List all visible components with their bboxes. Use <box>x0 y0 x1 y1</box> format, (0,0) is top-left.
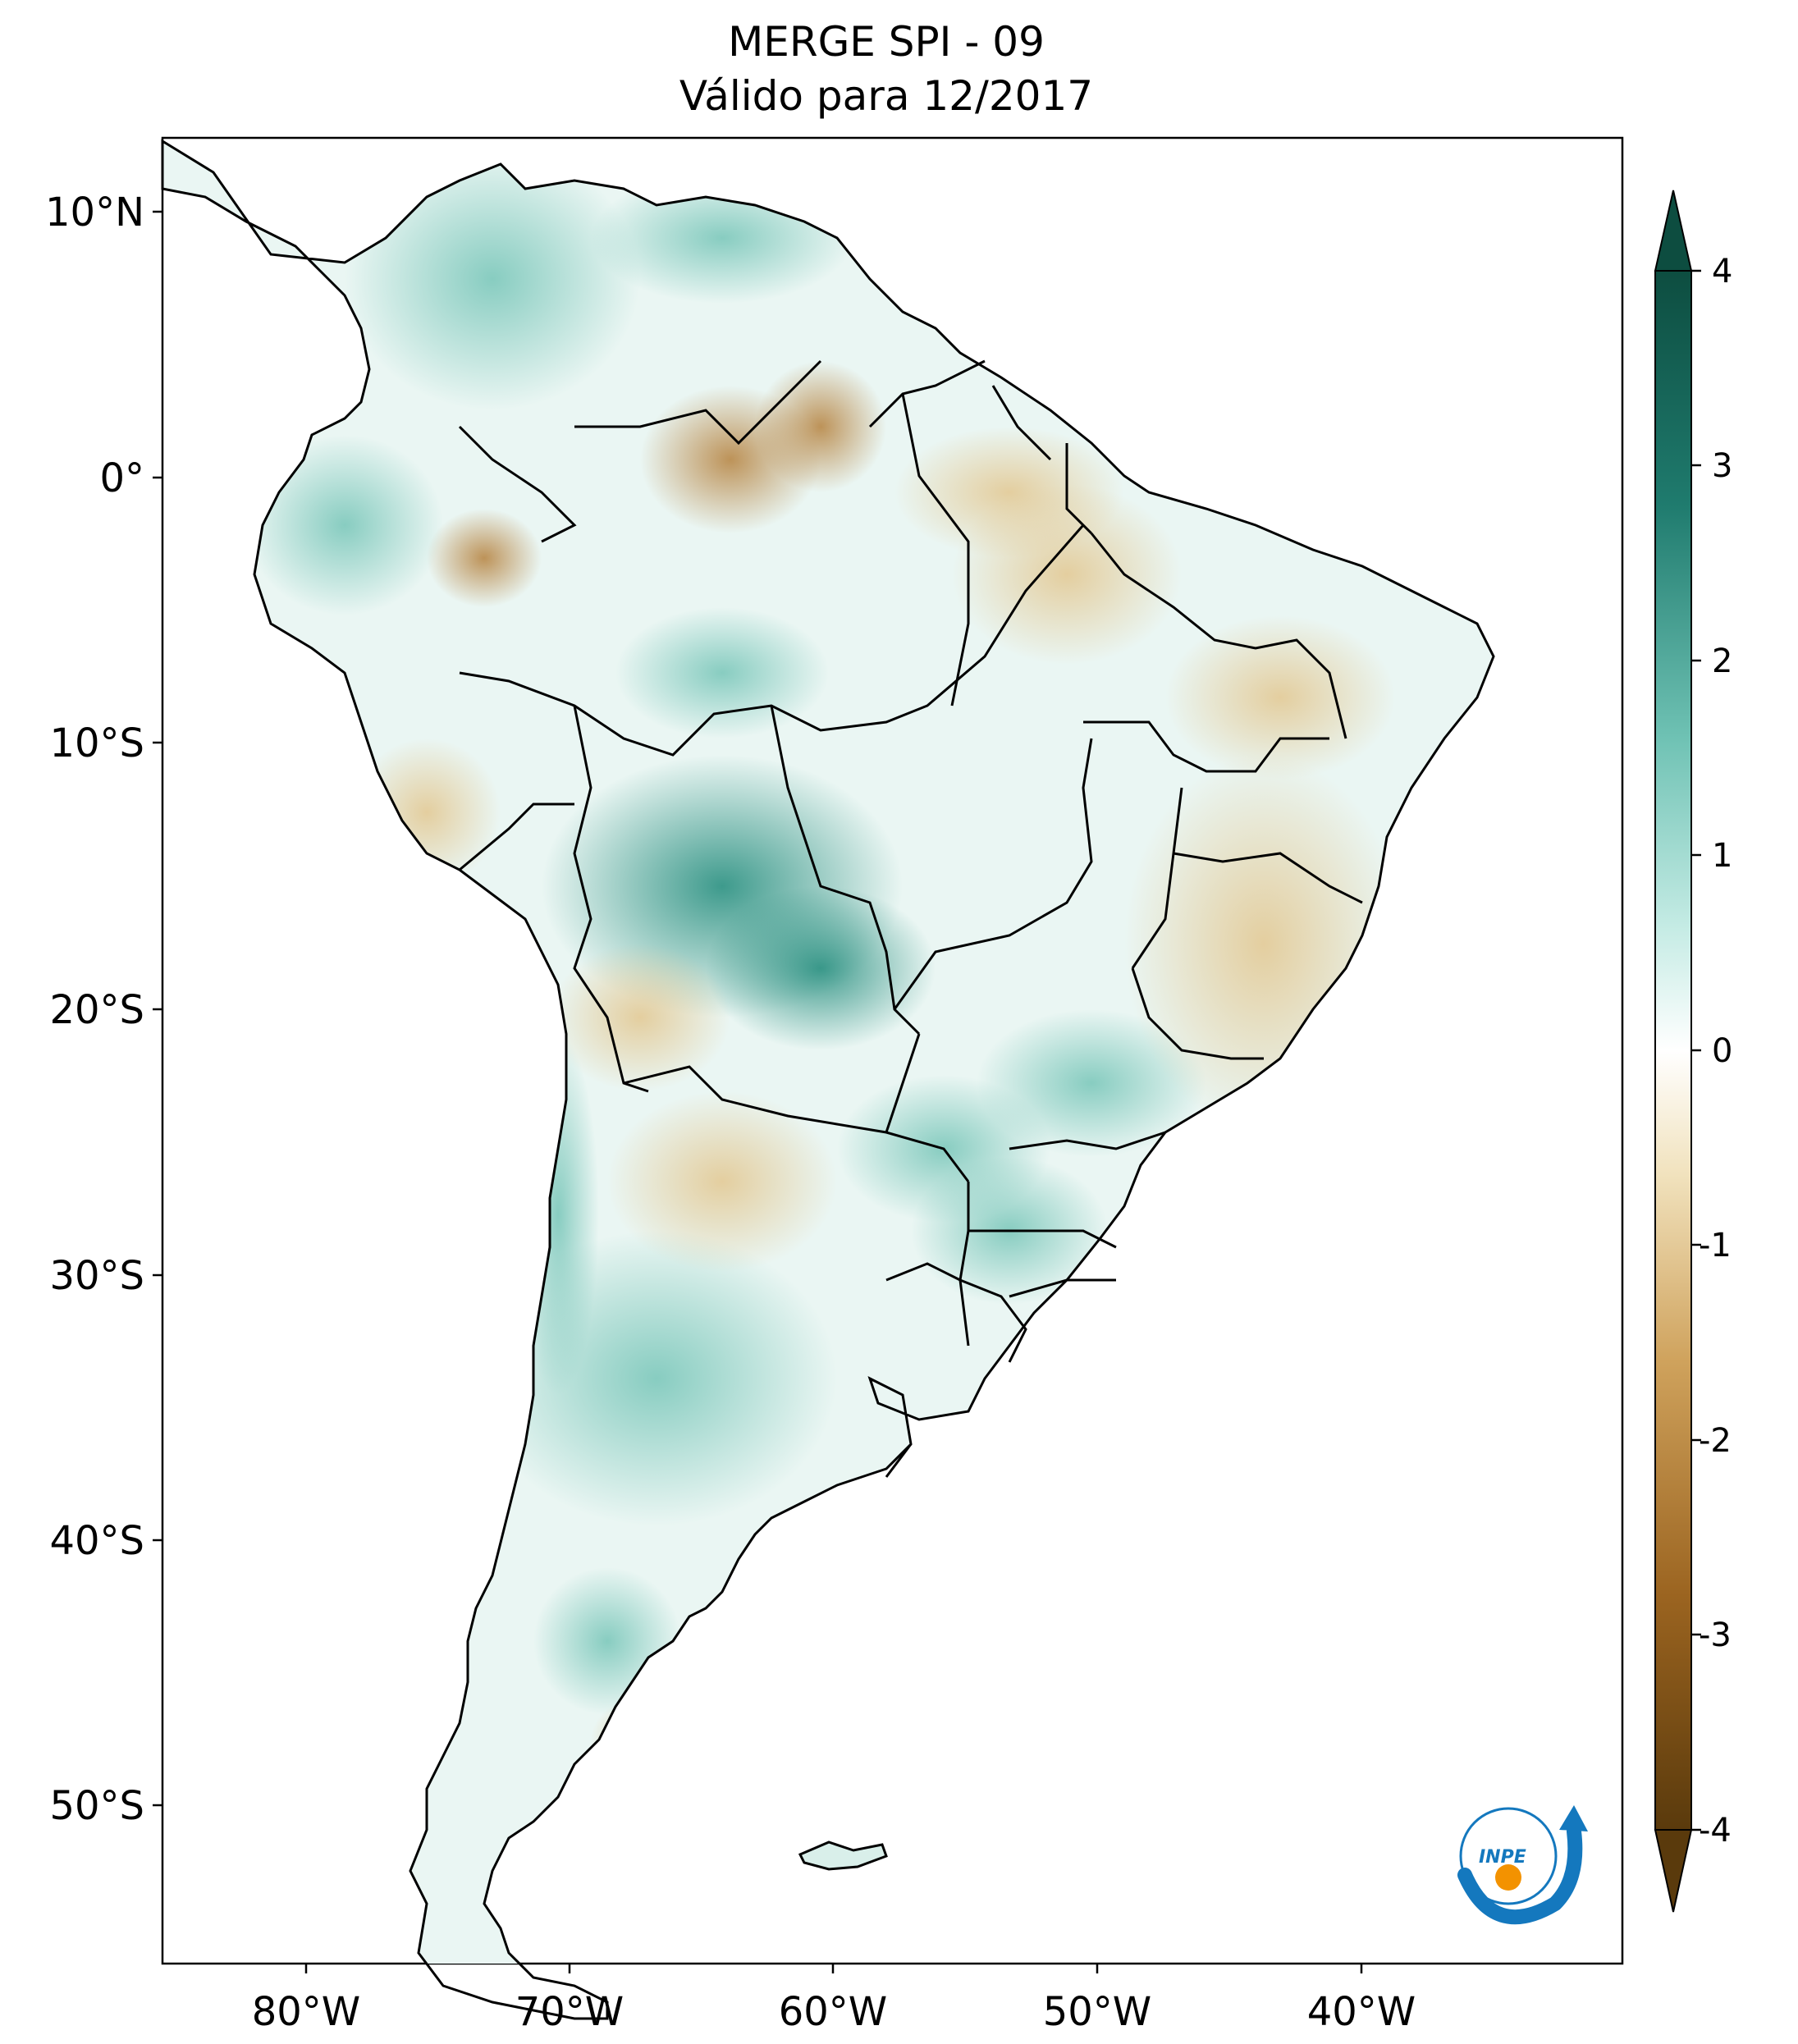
map-title: MERGE SPI - 09 <box>728 18 1045 66</box>
lat-tick-label: 50°S <box>49 1783 144 1829</box>
y-axis-labels: 10°N 0° 10°S 20°S 30°S 40°S 50°S <box>45 190 144 1829</box>
lat-tick-label: 10°S <box>49 720 144 766</box>
lat-tick-label: 30°S <box>49 1253 144 1299</box>
colorbar-label: 3 <box>1712 447 1732 485</box>
colorbar-min-arrow <box>1654 1829 1693 1913</box>
x-axis-labels: 80°W 70°W 60°W 50°W 40°W <box>252 1989 1416 2035</box>
map-subtitle: Válido para 12/2017 <box>679 72 1094 120</box>
lon-tick-label: 50°W <box>1043 1989 1152 2035</box>
y-axis-ticks <box>153 210 162 1807</box>
falkland-islands <box>798 1841 888 1871</box>
lon-tick-label: 60°W <box>779 1989 888 2035</box>
logo-text: INPE <box>1479 1847 1526 1868</box>
colorbar: 4 3 2 1 0 -1 -2 -3 -4 <box>1654 190 1732 1913</box>
lon-tick-label: 40°W <box>1307 1989 1416 2035</box>
lat-tick-label: 10°N <box>45 190 144 235</box>
colorbar-label: 0 <box>1712 1032 1732 1070</box>
colorbar-label: -3 <box>1699 1616 1732 1654</box>
colorbar-gradient <box>1654 270 1692 1831</box>
lon-tick-label: 80°W <box>252 1989 361 2035</box>
lat-tick-label: 0° <box>99 455 144 501</box>
continent-outline <box>161 139 1495 2020</box>
lon-tick-label: 70°W <box>515 1989 624 2035</box>
colorbar-label: 4 <box>1712 253 1732 290</box>
lat-tick-label: 20°S <box>49 987 144 1033</box>
lat-tick-label: 40°S <box>49 1518 144 1564</box>
colorbar-label: -4 <box>1699 1812 1732 1850</box>
x-axis-ticks <box>304 1964 1363 1973</box>
colorbar-label: -2 <box>1699 1422 1732 1460</box>
colorbar-label: 2 <box>1712 642 1732 680</box>
colorbar-label: -1 <box>1699 1227 1732 1264</box>
inpe-logo: INPE <box>1457 1805 1588 1925</box>
colorbar-label: 1 <box>1712 837 1732 875</box>
country-borders <box>458 359 1363 1478</box>
colorbar-max-arrow <box>1654 190 1693 272</box>
